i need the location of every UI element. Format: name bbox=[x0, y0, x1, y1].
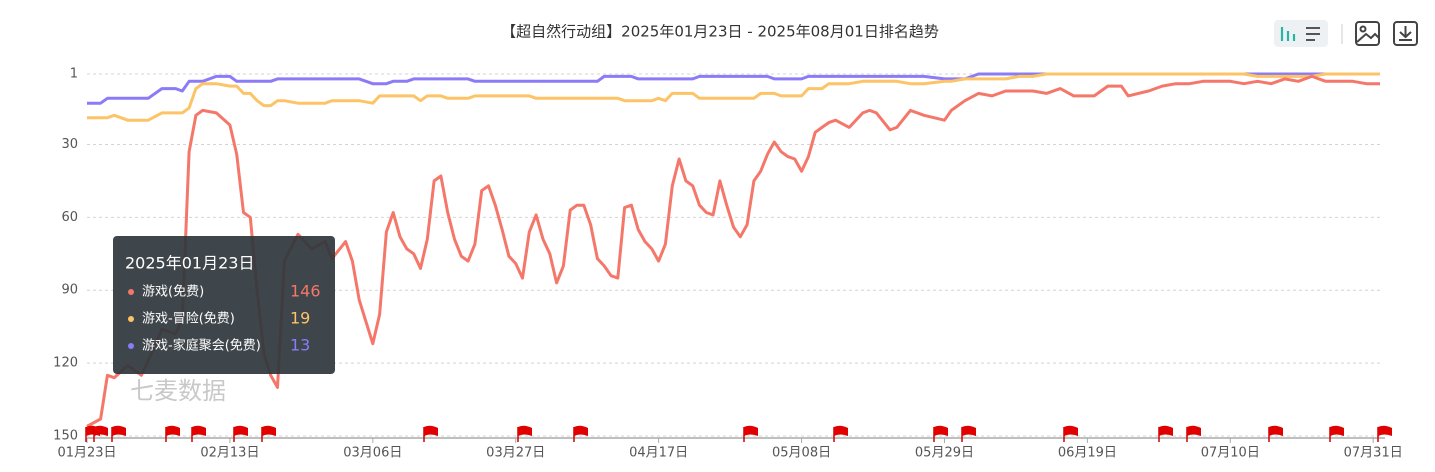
event-flag bbox=[573, 425, 588, 442]
tooltip-series-name: 游戏(免费) bbox=[142, 285, 204, 300]
event-flag bbox=[961, 425, 976, 442]
flag-cloth bbox=[574, 425, 588, 436]
y-tick-label: 120 bbox=[53, 356, 78, 371]
event-flag bbox=[191, 425, 206, 442]
y-tick-label: 90 bbox=[61, 283, 78, 298]
event-flag bbox=[111, 425, 126, 442]
tooltip-series-name: 游戏-家庭聚会(免费) bbox=[142, 338, 261, 354]
tooltip-title: 2025年01月23日 bbox=[125, 254, 254, 273]
image-icon[interactable] bbox=[1355, 21, 1380, 46]
series-line bbox=[87, 72, 1380, 122]
tooltip-box bbox=[113, 236, 335, 374]
x-tick-label: 01月23日 bbox=[57, 446, 116, 461]
event-flag bbox=[261, 425, 276, 442]
flag-cloth bbox=[1269, 425, 1283, 436]
flag-cloth bbox=[518, 425, 532, 436]
chart-title: 【超自然行动组】2025年01月23日 - 2025年08月01日排名趋势 bbox=[501, 23, 939, 41]
event-flag bbox=[833, 425, 848, 442]
flag-cloth bbox=[424, 425, 438, 436]
tooltip-dot bbox=[128, 316, 134, 322]
flag-cloth bbox=[1330, 425, 1344, 436]
x-tick-label: 04月17日 bbox=[629, 446, 688, 461]
y-tick-label: 60 bbox=[61, 210, 78, 225]
event-flag bbox=[933, 425, 948, 442]
tooltip-series-name: 游戏-冒险(免费) bbox=[142, 312, 235, 327]
x-tick-label: 05月29日 bbox=[915, 446, 974, 461]
x-tick-label: 03月06日 bbox=[343, 446, 402, 461]
flag-cloth bbox=[744, 425, 758, 436]
series-line bbox=[87, 72, 1380, 105]
x-tick-label: 03月27日 bbox=[486, 446, 545, 461]
list-icon[interactable] bbox=[1306, 27, 1320, 41]
event-flag bbox=[517, 425, 532, 442]
tooltip-value: 19 bbox=[290, 309, 310, 328]
flag-cloth bbox=[962, 425, 976, 436]
bar-icon[interactable] bbox=[1280, 27, 1296, 41]
flag-cloth bbox=[934, 425, 948, 436]
flag-cloth bbox=[834, 425, 848, 436]
toolbar bbox=[1274, 20, 1418, 47]
event-flag bbox=[165, 425, 180, 442]
event-flag bbox=[1329, 425, 1344, 442]
x-tick-label: 07月10日 bbox=[1201, 446, 1260, 461]
x-tick-label: 07月31日 bbox=[1344, 446, 1403, 461]
event-flag bbox=[233, 425, 248, 442]
event-flag bbox=[1063, 425, 1078, 442]
tooltip-value: 146 bbox=[290, 282, 321, 301]
y-tick-label: 1 bbox=[70, 67, 78, 82]
flag-cloth bbox=[192, 425, 206, 436]
flag-cloth bbox=[262, 425, 276, 436]
event-flag bbox=[93, 425, 108, 442]
flag-cloth bbox=[112, 425, 126, 436]
watermark: 七麦数据 bbox=[130, 377, 226, 405]
x-tick-label: 06月19日 bbox=[1058, 446, 1117, 461]
flag-cloth bbox=[1378, 425, 1392, 436]
x-tick-label: 02月13日 bbox=[200, 446, 259, 461]
tooltip-dot bbox=[128, 343, 134, 349]
y-tick-label: 30 bbox=[61, 137, 78, 152]
flag-cloth bbox=[1187, 425, 1201, 436]
tooltip-value: 13 bbox=[290, 336, 310, 355]
event-flag bbox=[423, 425, 438, 442]
flag-cloth bbox=[1064, 425, 1078, 436]
download-icon[interactable] bbox=[1393, 21, 1418, 46]
event-flag bbox=[1377, 425, 1392, 442]
y-tick-label: 150 bbox=[53, 429, 78, 444]
flag-cloth bbox=[94, 425, 108, 436]
event-flag bbox=[1268, 425, 1283, 442]
flag-cloth bbox=[166, 425, 180, 436]
event-flag bbox=[743, 425, 758, 442]
x-tick-label: 05月08日 bbox=[772, 446, 831, 461]
tooltip-dot bbox=[128, 289, 134, 295]
flag-cloth bbox=[234, 425, 248, 436]
event-flag bbox=[1158, 425, 1173, 442]
event-flag bbox=[1186, 425, 1201, 442]
flag-cloth bbox=[1159, 425, 1173, 436]
